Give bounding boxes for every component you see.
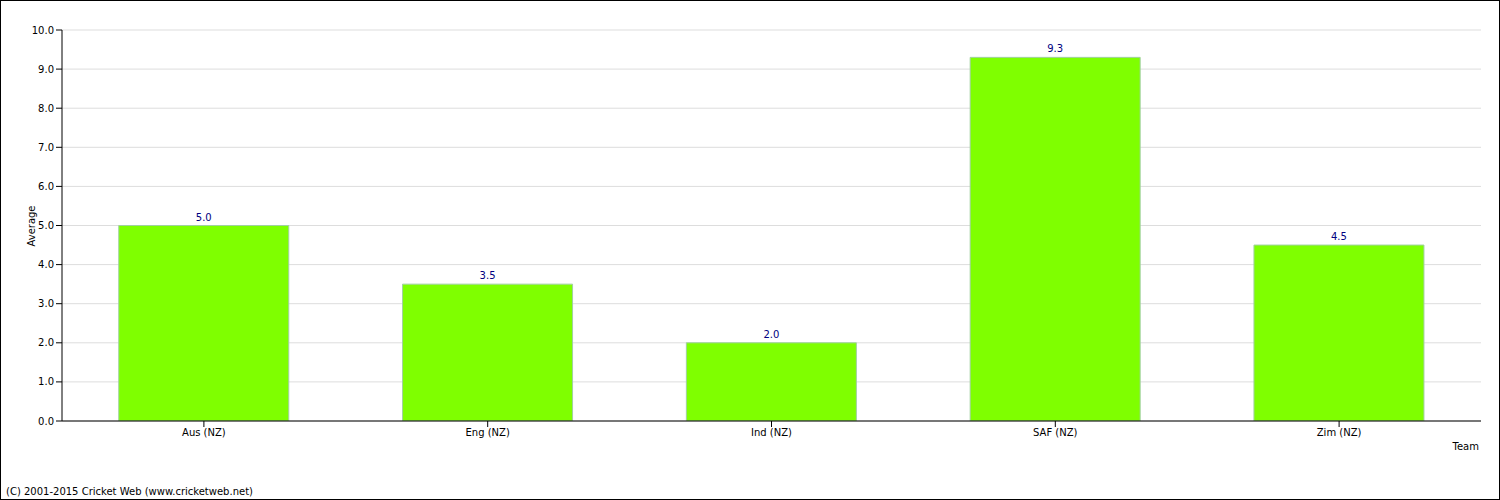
svg-text:0.0: 0.0	[38, 416, 54, 427]
svg-text:5.0: 5.0	[38, 220, 54, 231]
svg-text:Eng (NZ): Eng (NZ)	[466, 427, 510, 438]
svg-text:4.5: 4.5	[1331, 231, 1347, 242]
svg-text:3.0: 3.0	[38, 298, 54, 309]
html-text:(C) 2001-2015 Cricket Web (www: (C) 2001-2015 Cricket Web (www.cricketwe…	[6, 486, 253, 497]
svg-text:2.0: 2.0	[38, 337, 54, 348]
svg-text:Ind (NZ): Ind (NZ)	[751, 427, 792, 438]
svg-text:2.0: 2.0	[763, 329, 779, 340]
svg-text:9.3: 9.3	[1047, 43, 1063, 54]
html-text:Team: Team	[1452, 441, 1479, 452]
svg-text:3.5: 3.5	[480, 270, 496, 281]
svg-text:10.0: 10.0	[32, 25, 54, 36]
svg-text:4.0: 4.0	[38, 259, 54, 270]
svg-text:6.0: 6.0	[38, 181, 54, 192]
svg-text:5.0: 5.0	[196, 212, 212, 223]
svg-text:Zim (NZ): Zim (NZ)	[1317, 427, 1362, 438]
svg-text:8.0: 8.0	[38, 103, 54, 114]
svg-text:9.0: 9.0	[38, 64, 54, 75]
svg-text:Aus (NZ): Aus (NZ)	[182, 427, 226, 438]
svg-text:SAF (NZ): SAF (NZ)	[1033, 427, 1078, 438]
svg-text:7.0: 7.0	[38, 142, 54, 153]
html-text:Average: Average	[25, 205, 37, 247]
svg-text:1.0: 1.0	[38, 376, 54, 387]
